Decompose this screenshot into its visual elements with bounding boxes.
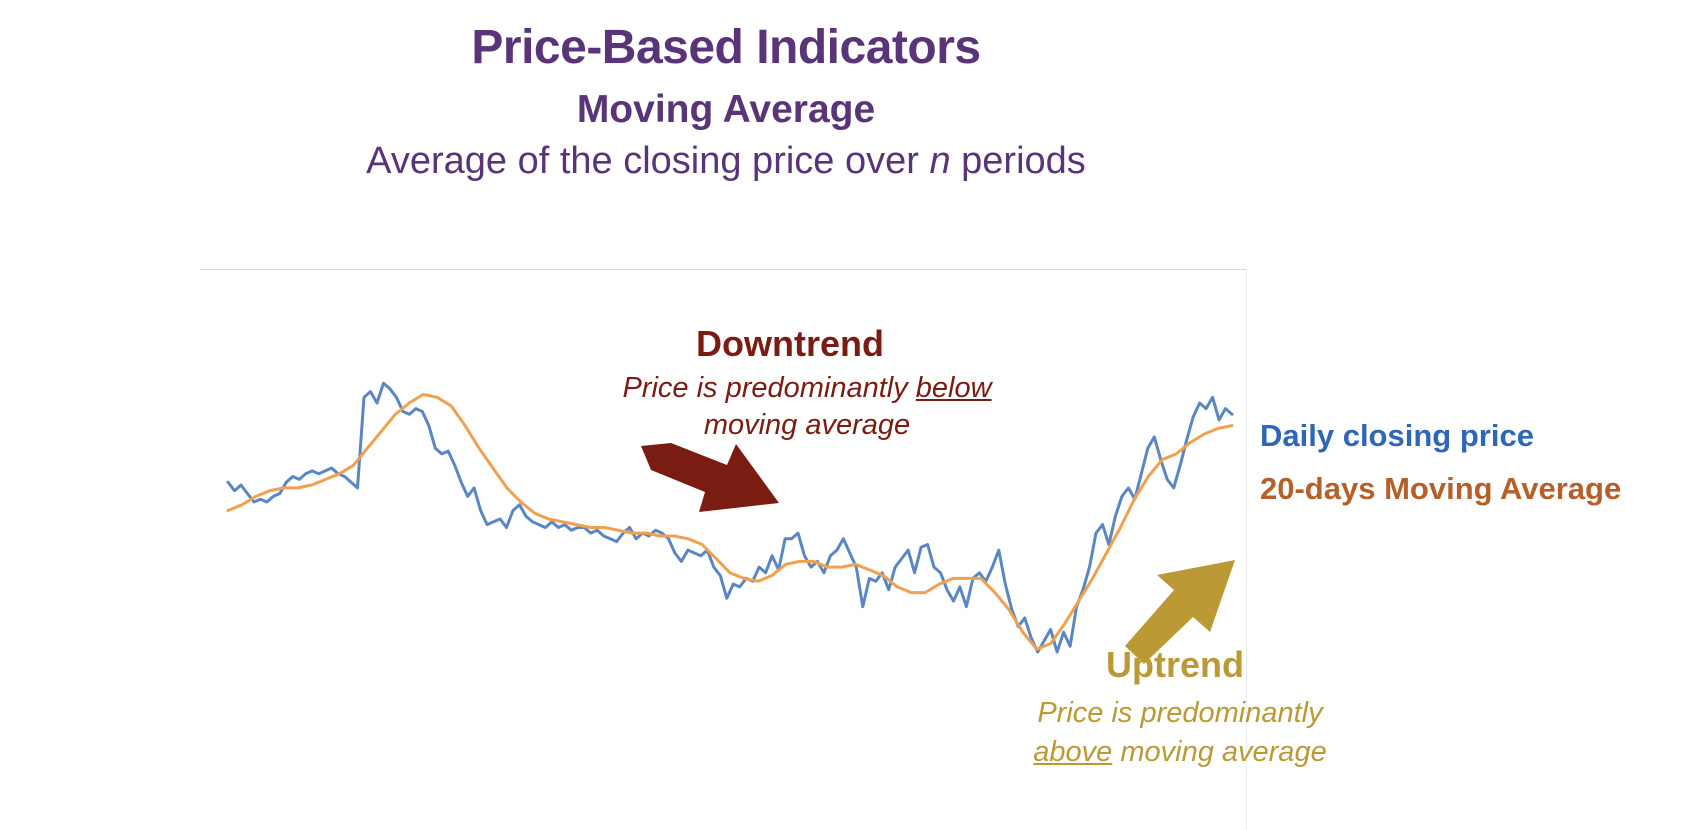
uptrend-description: Price is predominantly above moving aver…	[990, 694, 1370, 772]
downtrend-description: Price is predominantly below moving aver…	[592, 370, 1022, 444]
uptrend-line2-post: moving average	[1112, 736, 1327, 768]
uptrend-arrow	[1125, 560, 1235, 664]
series-moving-average-line	[226, 393, 1234, 651]
legend-moving-average: 20-days Moving Average	[1260, 471, 1622, 506]
uptrend-line1: Price is predominantly	[1037, 697, 1323, 729]
page-subtitle: Moving Average	[576, 88, 876, 131]
description-pre: Average of the closing price over	[366, 140, 930, 182]
chart-frame-right	[1246, 269, 1247, 830]
downtrend-line1-pre: Price is predominantly	[622, 372, 916, 404]
uptrend-emphasis: above	[1033, 736, 1113, 768]
description-post: periods	[950, 140, 1086, 182]
description-variable: n	[929, 140, 951, 182]
downtrend-title: Downtrend	[696, 323, 884, 364]
chart-frame-top	[200, 269, 1246, 270]
uptrend-title: Uptrend	[1106, 644, 1244, 685]
uptrend-line2: above moving average	[990, 733, 1370, 772]
downtrend-emphasis: below	[915, 372, 992, 404]
series-daily-closing-price-line	[226, 381, 1234, 654]
legend-daily-closing-price: Daily closing price	[1260, 418, 1534, 453]
downtrend-line1: Price is predominantly below	[592, 370, 1022, 407]
page-title: Price-Based Indicators	[471, 21, 981, 74]
description: Average of the closing price over n peri…	[0, 140, 1452, 183]
downtrend-arrow	[641, 443, 779, 512]
downtrend-line2: moving average	[703, 409, 911, 441]
